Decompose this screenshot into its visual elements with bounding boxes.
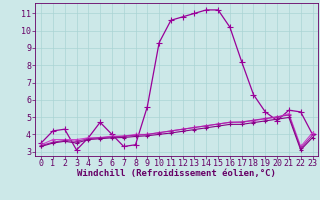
- X-axis label: Windchill (Refroidissement éolien,°C): Windchill (Refroidissement éolien,°C): [77, 169, 276, 178]
